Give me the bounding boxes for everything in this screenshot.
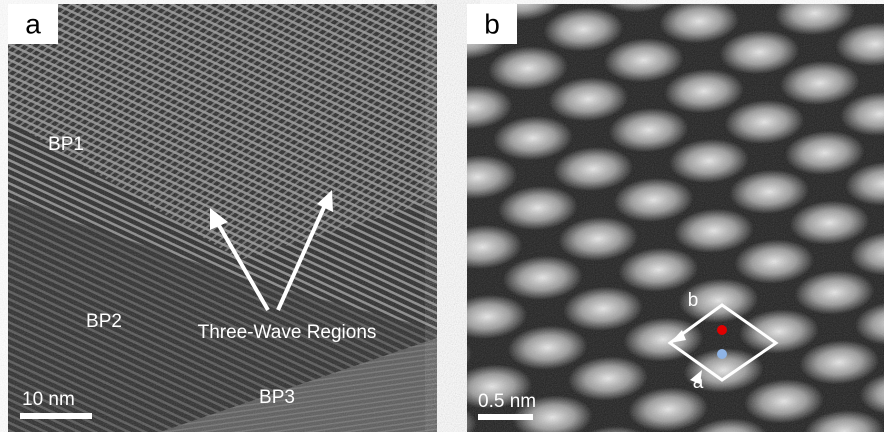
region-label: BP1: [48, 134, 84, 155]
panel-label-box: [8, 4, 58, 44]
panel-label: a: [25, 8, 41, 39]
panel-label: b: [484, 8, 500, 39]
unit-cell: [667, 303, 779, 382]
noise: [467, 4, 884, 432]
scale-bar-label: 10 nm: [22, 389, 75, 410]
panel-label-box: [467, 4, 517, 44]
scale-bar: [20, 413, 92, 419]
atom-red: [717, 325, 727, 335]
arrows: [210, 190, 333, 312]
scale-bar: [478, 414, 533, 420]
scale-bar-label: 0.5 nm: [478, 391, 536, 412]
lattice-vector: a: [693, 372, 704, 393]
arrow-head: [670, 330, 686, 343]
region-label: BP3: [259, 387, 295, 408]
panel-a: a BP1 BP2 BP3 Three-Wave Regions 10 nm: [8, 4, 437, 432]
lattice-vector: b: [688, 290, 699, 311]
atom-blue: [717, 349, 727, 359]
region-label: BP2: [86, 311, 122, 332]
arrow-head: [690, 370, 702, 384]
panel-b: b b a 0.5 nm: [467, 4, 884, 432]
annotation: Three-Wave Regions: [198, 322, 377, 343]
